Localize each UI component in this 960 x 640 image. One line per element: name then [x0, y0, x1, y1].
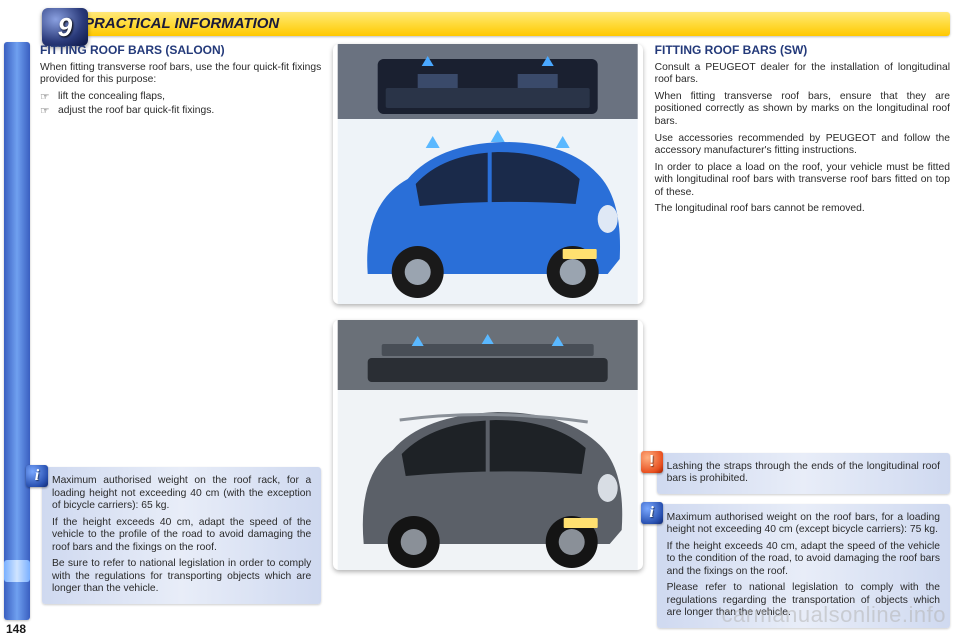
warnbox-right: ! Lashing the straps through the ends of… — [657, 453, 950, 494]
info-right-p1: Maximum authorised weight on the roof ba… — [667, 512, 940, 537]
info-left-p3: Be sure to refer to national legislation… — [52, 558, 311, 596]
infobox-left: i Maximum authorised weight on the roof … — [42, 467, 321, 604]
page-content: FITTING ROOF BARS (SALOON) When fitting … — [40, 44, 950, 632]
figure-sw — [333, 320, 642, 570]
chapter-number: 9 — [58, 12, 72, 43]
sidebar-tab-active — [4, 560, 30, 582]
figure-saloon — [333, 44, 642, 304]
header-title: PRACTICAL INFORMATION — [42, 12, 950, 36]
info-icon: i — [641, 502, 663, 524]
chapter-badge: 9 — [42, 8, 88, 46]
warning-icon: ! — [641, 451, 663, 473]
infobox-right: i Maximum authorised weight on the roof … — [657, 504, 950, 628]
bullet-2-text: adjust the roof bar quick-fit fixings. — [58, 105, 321, 118]
right-p2: When fitting transverse roof bars, ensur… — [655, 91, 950, 129]
info-right-p3: Please refer to national legislation to … — [667, 582, 940, 620]
info-icon: i — [26, 465, 48, 487]
car-sw-illustration — [333, 320, 642, 570]
bullet-1: ☞ lift the concealing flaps, — [40, 91, 321, 104]
info-left-p1: Maximum authorised weight on the roof ra… — [52, 475, 311, 513]
column-left: FITTING ROOF BARS (SALOON) When fitting … — [40, 44, 321, 632]
right-p1: Consult a PEUGEOT dealer for the install… — [655, 62, 950, 87]
bullet-2: ☞ adjust the roof bar quick-fit fixings. — [40, 105, 321, 118]
info-left-p2: If the height exceeds 40 cm, adapt the s… — [52, 517, 311, 555]
page-number: 148 — [6, 622, 26, 636]
hand-icon: ☞ — [40, 105, 58, 118]
right-p3: Use accessories recommended by PEUGEOT a… — [655, 133, 950, 158]
heading-saloon: FITTING ROOF BARS (SALOON) — [40, 44, 321, 58]
bullet-1-text: lift the concealing flaps, — [58, 91, 321, 104]
info-right-p2: If the height exceeds 40 cm, adapt the s… — [667, 541, 940, 579]
column-middle — [333, 44, 642, 632]
sidebar-tabs — [4, 42, 30, 620]
warn-text: Lashing the straps through the ends of t… — [667, 461, 940, 486]
left-intro: When fitting transverse roof bars, use t… — [40, 62, 321, 87]
column-right: FITTING ROOF BARS (SW) Consult a PEUGEOT… — [655, 44, 950, 632]
heading-sw: FITTING ROOF BARS (SW) — [655, 44, 950, 58]
right-p4: In order to place a load on the roof, yo… — [655, 162, 950, 200]
hand-icon: ☞ — [40, 91, 58, 104]
car-saloon-illustration — [333, 44, 642, 304]
header-bar: 9 PRACTICAL INFORMATION — [42, 12, 950, 36]
right-p5: The longitudinal roof bars cannot be rem… — [655, 203, 950, 216]
